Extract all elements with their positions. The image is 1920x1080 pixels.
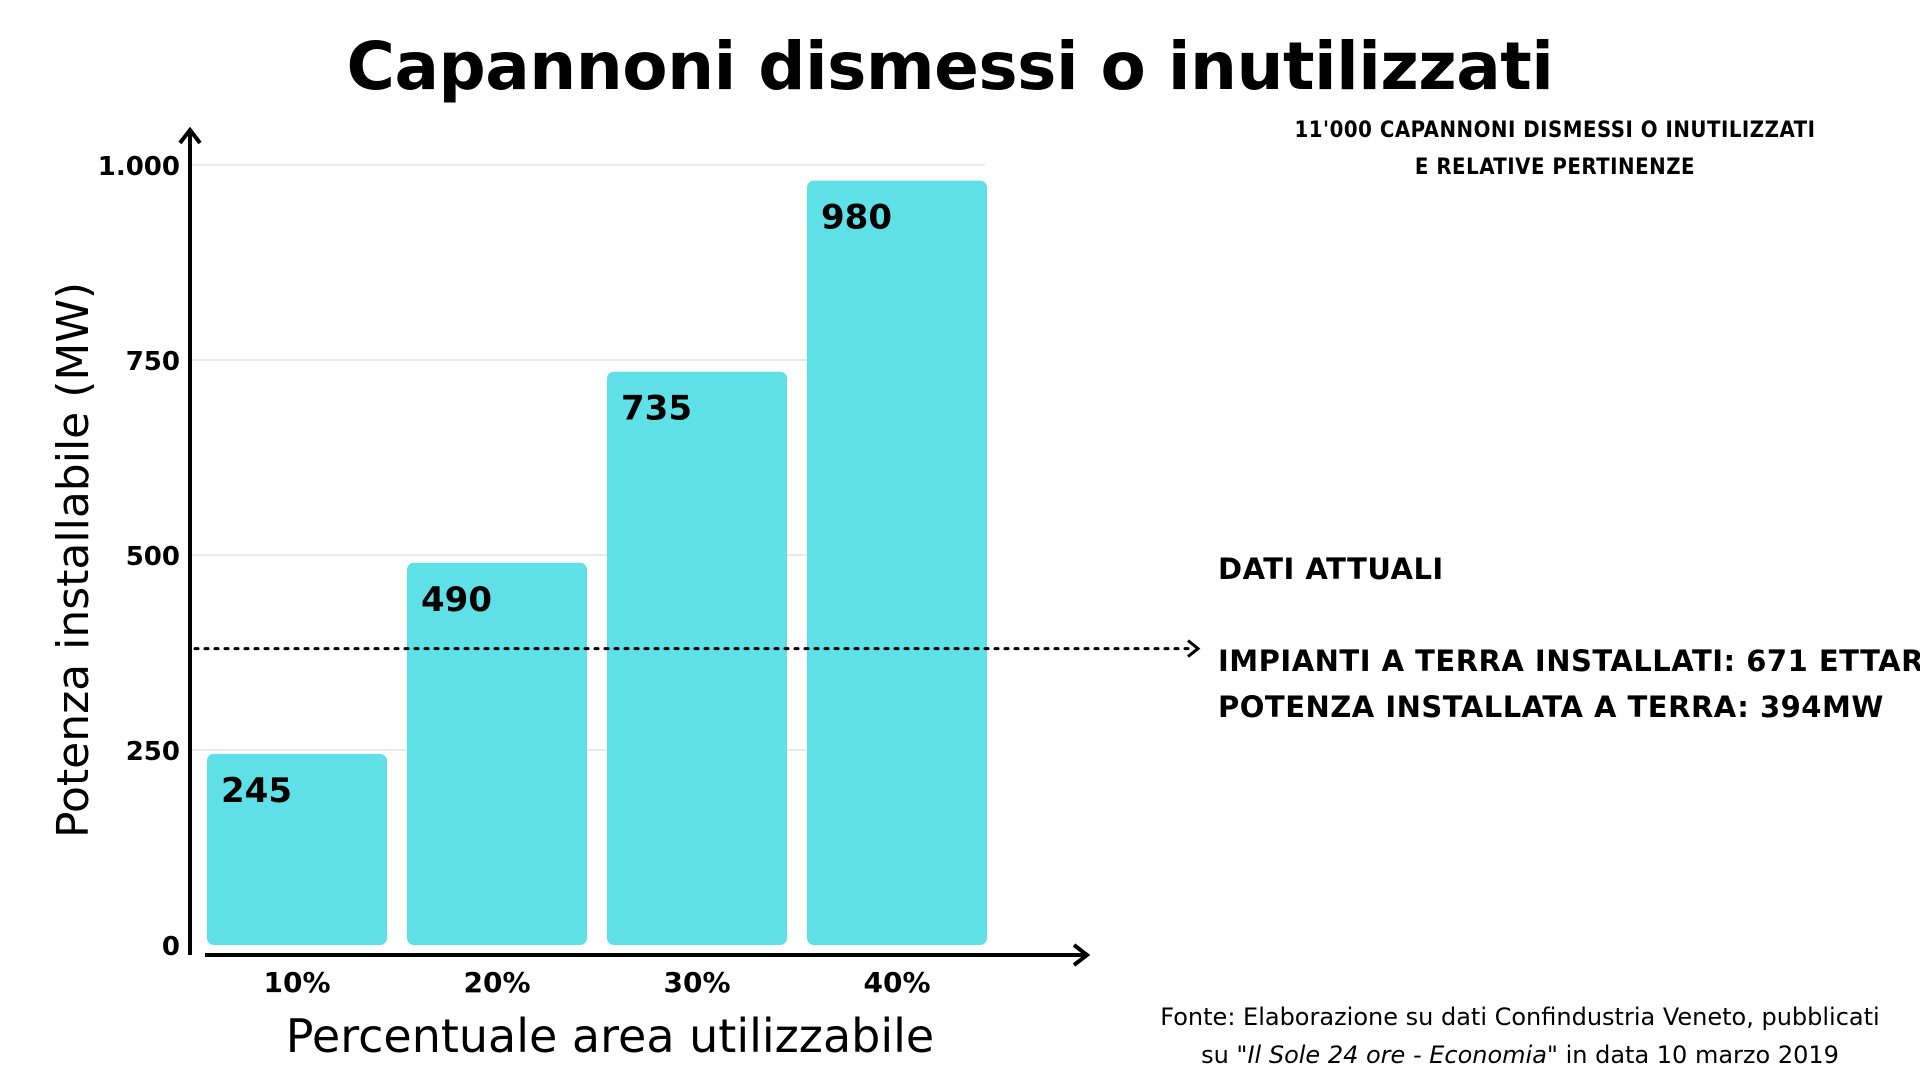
chart-labels: 0 250 500 750 1.000 245 10% 490 20% 735 30% 980 40% P… [48, 152, 934, 1063]
y-axis-title: Potenza installabile (MW) [48, 282, 99, 838]
bar-value-label: 735 [621, 389, 692, 429]
bar [207, 753, 387, 945]
x-tick-label: 20% [463, 966, 530, 999]
source-publication: Il Sole 24 ore - Economia [1247, 1041, 1547, 1069]
x-axis-arrowhead [1072, 943, 1091, 967]
source-line-2-suffix: " in data 10 marzo 2019 [1546, 1041, 1839, 1069]
reference-line-group [193, 639, 1201, 658]
bar-value-label: 980 [821, 198, 892, 238]
notes-spacer [1218, 592, 1918, 638]
source-line-1: Fonte: Elaborazione su dati Confindustri… [1160, 1003, 1880, 1031]
axes [178, 126, 1091, 967]
chart-subtitle: 11'000 CAPANNONI DISMESSI O INUTILIZZATI… [1255, 112, 1855, 186]
y-tick-label: 0 [162, 932, 180, 962]
y-tick-label: 1.000 [98, 152, 180, 182]
subtitle-line-1: 11'000 CAPANNONI DISMESSI O INUTILIZZATI [1294, 118, 1816, 143]
y-tick-label: 500 [126, 542, 180, 572]
x-tick-label: 40% [863, 966, 930, 999]
bar [407, 562, 587, 945]
x-tick-label: 30% [663, 966, 730, 999]
y-tick-label: 750 [126, 347, 180, 377]
bar [607, 371, 787, 945]
notes-line-2: POTENZA INSTALLATA A TERRA: 394MW [1218, 690, 1884, 724]
notes-line-1: IMPIANTI A TERRA INSTALLATI: 671 ETTARI [1218, 644, 1920, 678]
x-tick-label: 10% [263, 966, 330, 999]
bar [807, 180, 987, 946]
y-axis-arrowhead [178, 126, 202, 145]
bar-value-label: 245 [221, 771, 292, 811]
source-note: Fonte: Elaborazione su dati Confindustri… [1120, 998, 1920, 1074]
source-line-2: su "Il Sole 24 ore - Economia" in data 1… [1120, 1036, 1920, 1074]
y-tick-label: 250 [126, 737, 180, 767]
current-data-notes: DATI ATTUALI IMPIANTI A TERRA INSTALLATI… [1218, 546, 1920, 730]
subtitle-line-2: E RELATIVE PERTINENZE [1414, 155, 1696, 180]
bar-value-label: 490 [421, 580, 492, 620]
notes-heading: DATI ATTUALI [1218, 552, 1444, 586]
bars [207, 180, 987, 946]
reference-arrowhead [1187, 639, 1201, 658]
source-line-2-prefix: su " [1201, 1041, 1248, 1069]
chart-title: Capannoni dismessi o inutilizzati [346, 28, 1554, 105]
x-axis-title: Percentuale area utilizzabile [286, 1009, 934, 1063]
